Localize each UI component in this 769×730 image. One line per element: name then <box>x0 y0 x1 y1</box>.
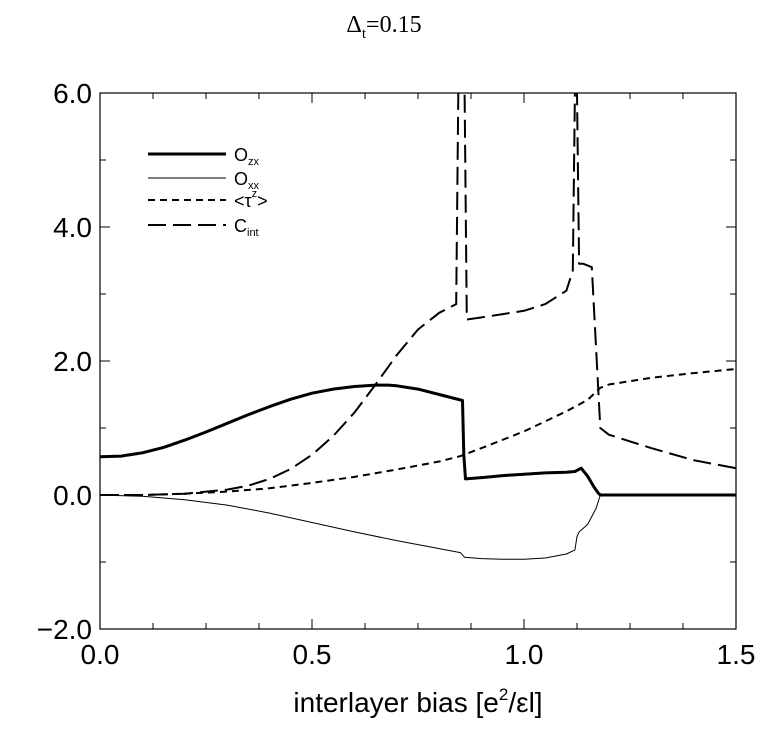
y-tick-label: −2.0 <box>37 614 92 645</box>
legend-entry-tauz: <τz> <box>148 188 268 211</box>
y-tick-label: 6.0 <box>53 78 92 109</box>
series-tauz <box>100 368 736 496</box>
legend-label-cint: Cint <box>234 216 259 239</box>
legend-entry-oxx: Oxx <box>148 169 260 192</box>
legend-label-ozx: Ozx <box>234 145 260 168</box>
series-ozx <box>100 383 736 497</box>
series-lines <box>100 93 736 560</box>
legend-entry-cint: Cint <box>148 216 259 239</box>
legend-label-oxx: Oxx <box>234 169 260 192</box>
x-axis-label: interlayer bias [e2/εl] <box>293 685 542 718</box>
y-tick-labels: −2.0 0.0 2.0 4.0 6.0 <box>37 78 92 645</box>
x-ticks <box>99 93 737 629</box>
plot-frame <box>99 92 737 630</box>
chart-title-value: =0.15 <box>366 12 422 38</box>
legend: Ozx Oxx <τz> Cint <box>148 145 268 239</box>
series-cint <box>100 93 736 496</box>
x-tick-label: 1.5 <box>717 639 756 670</box>
x-tick-labels: 0.0 0.5 1.0 1.5 <box>81 639 756 670</box>
legend-label-tauz: <τz> <box>234 188 268 211</box>
y-tick-label: 2.0 <box>53 346 92 377</box>
chart-title-subscript: t <box>362 26 367 42</box>
y-tick-label: 0.0 <box>53 480 92 511</box>
legend-entry-ozx: Ozx <box>148 145 260 168</box>
x-tick-label: 0.5 <box>293 639 332 670</box>
chart-title-symbol: Δ <box>346 12 361 38</box>
y-ticks <box>100 92 736 630</box>
x-tick-label: 1.0 <box>505 639 544 670</box>
x-tick-label: 0.0 <box>81 639 120 670</box>
y-tick-label: 4.0 <box>53 212 92 243</box>
chart-title: Δt=0.15 <box>346 12 421 42</box>
series-oxx <box>100 494 736 560</box>
